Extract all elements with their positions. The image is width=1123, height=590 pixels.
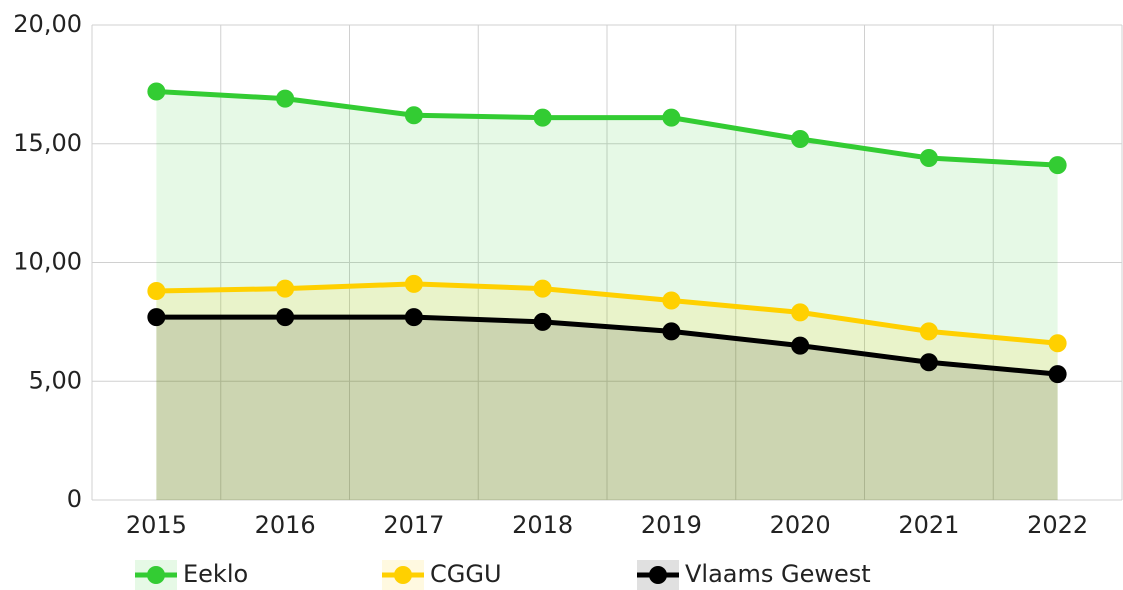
point [1048,334,1067,353]
x-tick-label: 2020 [770,511,831,539]
y-tick-label: 10,00 [13,248,82,276]
point [147,282,166,300]
line [156,281,1058,346]
line [156,314,1058,377]
point [919,149,938,167]
point [147,308,166,327]
area [156,317,1058,500]
legend-item: Vlaams Gewest [637,560,871,590]
x-tick-label: 2022 [1027,511,1088,539]
point [404,308,423,327]
point [662,322,681,341]
legend-marker [394,566,412,584]
point [1048,365,1067,384]
point [147,82,166,101]
point [404,274,423,293]
point [276,308,295,327]
point [662,291,681,310]
point [276,279,295,298]
y-tick-label: 0 [67,485,82,513]
x-tick-label: 2019 [641,511,702,539]
point [276,89,295,108]
legend-item: CGGU [382,560,502,590]
point [662,108,681,127]
point [791,303,810,322]
point [533,279,552,298]
y-tick-label: 20,00 [13,10,82,38]
point [919,322,938,341]
point [791,336,810,355]
x-tick-label: 2021 [898,511,959,539]
legend-marker [649,566,667,584]
legend-label: Eeklo [183,560,248,588]
legend-item: Eeklo [135,560,248,590]
x-tick-label: 2018 [512,511,573,539]
legend-marker [147,566,165,584]
line [156,89,1058,168]
point [791,130,810,148]
point [404,106,423,125]
point [533,312,552,331]
x-tick-label: 2016 [255,511,316,539]
point [919,353,938,372]
y-tick-label: 15,00 [13,129,82,157]
x-tick-label: 2017 [383,511,444,539]
point [1048,156,1067,175]
point [533,108,552,127]
area [156,283,1058,500]
y-tick-label: 5,00 [29,366,82,394]
legend-label: CGGU [430,560,502,588]
x-tick-label: 2015 [126,511,187,539]
legend-label: Vlaams Gewest [685,560,871,588]
